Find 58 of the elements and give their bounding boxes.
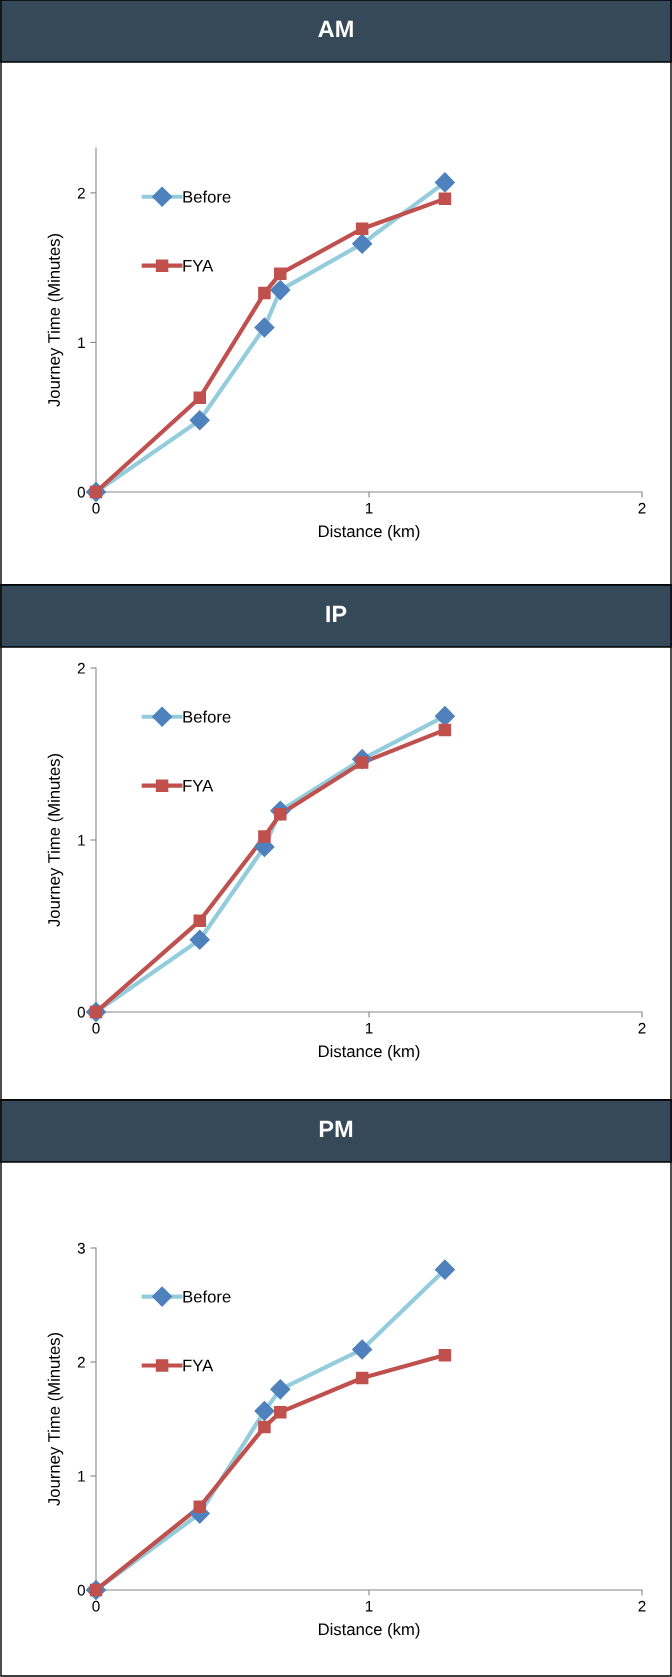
x-tick-label: 2 [638, 1600, 646, 1612]
y-tick-label: 0 [77, 486, 85, 498]
point [258, 286, 271, 300]
y-tick-label: 1 [78, 835, 85, 846]
x-tick-label: 0 [92, 1600, 100, 1612]
x-tick-label: 1 [365, 1600, 373, 1612]
point [193, 391, 206, 405]
point [355, 1371, 369, 1385]
point [270, 1379, 291, 1400]
y-tick-label: 1 [78, 1471, 85, 1482]
y-tick-label: 0 [77, 1584, 85, 1596]
y-tick-label: 2 [77, 187, 85, 199]
x-axis-title: Distance (km) [318, 1622, 420, 1639]
legend-label: Before [183, 1290, 231, 1303]
legend-label: FYA [183, 1359, 214, 1372]
point [193, 1500, 206, 1514]
y-tick-label: 1 [78, 337, 85, 348]
point [438, 192, 452, 206]
point [352, 233, 373, 254]
point [434, 1259, 455, 1280]
point [434, 706, 455, 727]
x-axis-title: Distance (km) [318, 1044, 420, 1061]
legend-label: FYA [183, 780, 214, 792]
point [438, 723, 452, 737]
point [258, 1420, 271, 1434]
y-axis-title: Journey Time (Minutes) [47, 1332, 64, 1506]
y-tick-label: 2 [77, 662, 85, 674]
point [355, 222, 369, 236]
x-axis-title: Distance (km) [318, 524, 420, 541]
point [189, 929, 210, 950]
chart-title: AM [318, 20, 353, 38]
legend-label: Before [183, 710, 231, 723]
point [274, 1405, 287, 1419]
x-tick-label: 0 [92, 502, 100, 514]
point [193, 914, 206, 928]
y-tick-label: 3 [77, 1242, 85, 1254]
point [274, 267, 287, 280]
x-tick-label: 2 [638, 1022, 646, 1034]
point [434, 172, 455, 193]
point [352, 1339, 373, 1360]
x-tick-label: 2 [638, 502, 646, 514]
y-axis-title: Journey Time (Minutes) [47, 233, 64, 407]
chart-title: PM [319, 1120, 353, 1138]
point [254, 317, 275, 338]
point [438, 1348, 452, 1362]
point [254, 1400, 275, 1422]
point [189, 410, 210, 431]
point [258, 830, 271, 843]
legend-label: FYA [183, 260, 214, 272]
y-tick-label: 0 [77, 1006, 85, 1018]
x-tick-label: 0 [92, 1022, 100, 1034]
y-tick-label: 2 [77, 1356, 85, 1368]
legend-label: Before [183, 190, 231, 203]
point [270, 280, 291, 301]
y-axis-title: Journey Time (Minutes) [47, 753, 64, 927]
x-tick-label: 1 [365, 1022, 373, 1034]
x-tick-label: 1 [365, 502, 373, 514]
chart-title: IP [326, 605, 347, 623]
